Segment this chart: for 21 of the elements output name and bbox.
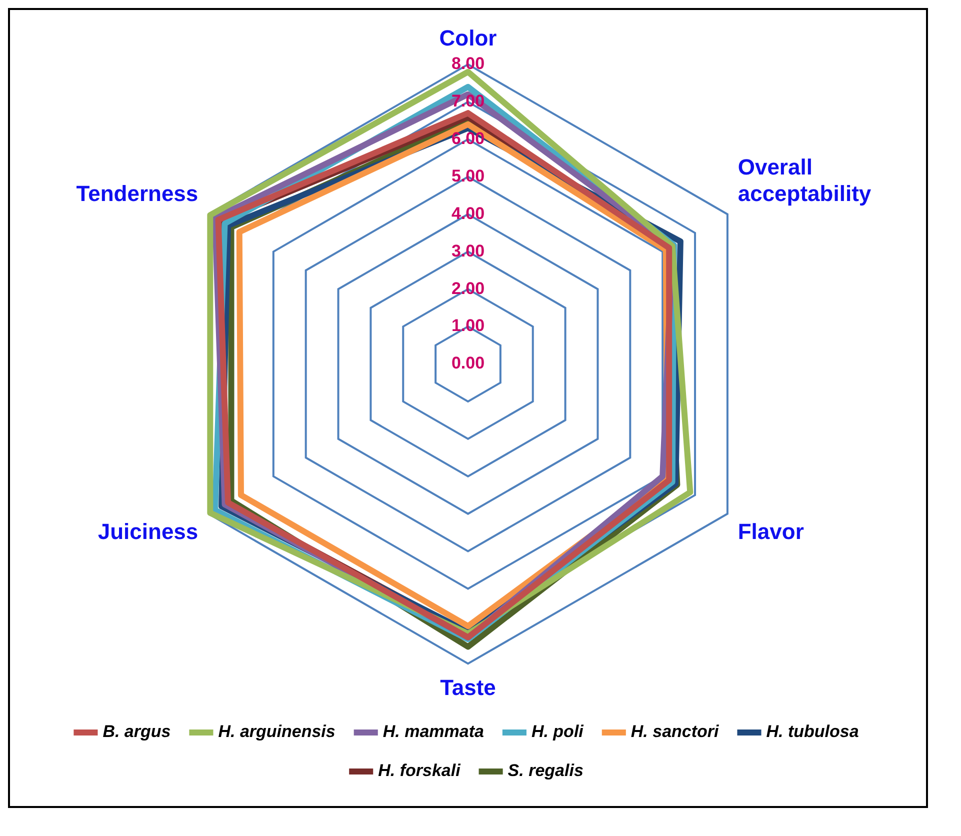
y-tick-label: 4.00 xyxy=(451,204,485,223)
legend-label: H. mammata xyxy=(382,722,484,742)
legend-label: H. forskali xyxy=(378,761,462,780)
legend-label: H. sanctori xyxy=(630,722,720,742)
legend-label: H. arguinensis xyxy=(218,722,336,742)
spoke-label: Taste xyxy=(440,674,496,700)
y-tick-label: 5.00 xyxy=(451,166,485,186)
y-tick-label: 0.00 xyxy=(451,354,485,373)
spoke-label: Juiciness xyxy=(98,519,198,544)
y-tick-label: 1.00 xyxy=(451,316,485,336)
legend-label: H. poli xyxy=(531,722,585,742)
spoke-label: Tenderness xyxy=(76,181,198,206)
y-tick-label: 2.00 xyxy=(451,278,485,298)
spoke-label: Color xyxy=(439,25,498,50)
y-tick-label: 8.00 xyxy=(451,54,485,74)
legend-label: B. argus xyxy=(102,722,171,742)
y-tick-label: 3.00 xyxy=(451,241,485,260)
spoke-label: Overall acceptability xyxy=(738,154,872,206)
spoke-label: Flavor xyxy=(738,519,804,544)
legend-label: S. regalis xyxy=(508,761,584,780)
legend-label: H. tubulosa xyxy=(766,722,859,742)
